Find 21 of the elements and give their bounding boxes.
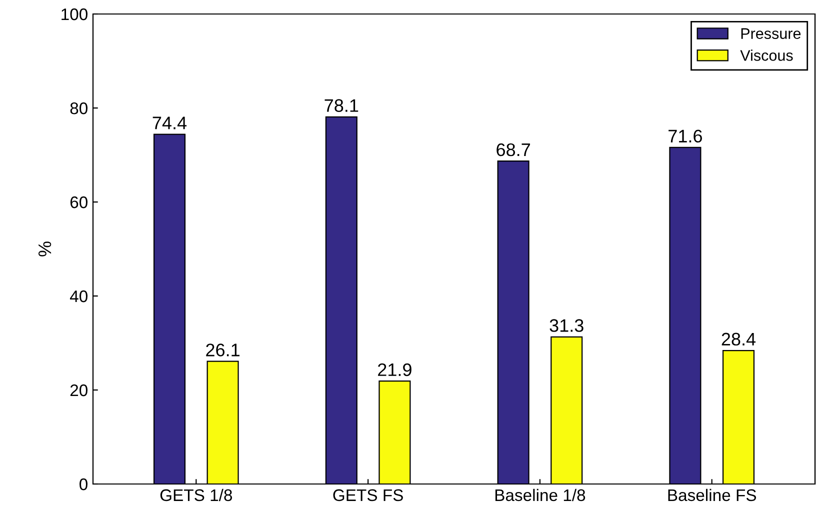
data-label: 31.3: [550, 319, 584, 332]
data-label: 74.4: [152, 116, 187, 130]
x-tick-label: Baseline 1/8: [495, 488, 586, 502]
data-label: 21.9: [378, 363, 412, 376]
legend-label: Pressure: [741, 28, 801, 39]
data-label: 71.6: [668, 130, 702, 143]
data-label: 78.1: [324, 99, 358, 112]
data-label: 26.1: [206, 344, 240, 356]
y-tick-label: 0: [80, 478, 88, 490]
y-tick-label: 100: [62, 8, 88, 20]
y-tick-label: 20: [70, 384, 88, 396]
x-tick-label: Baseline FS: [668, 488, 756, 502]
x-tick-label: GETS 1/8: [160, 488, 232, 502]
y-tick-label: 60: [70, 196, 88, 208]
y-axis-title: %: [38, 242, 52, 256]
legend-label: Viscous: [740, 50, 793, 61]
data-label: 28.4: [722, 332, 756, 346]
y-tick-label: 40: [70, 290, 88, 302]
x-tick-label: GETS FS: [333, 489, 403, 502]
data-label: 68.7: [496, 143, 530, 156]
y-tick-label: 80: [70, 102, 88, 114]
